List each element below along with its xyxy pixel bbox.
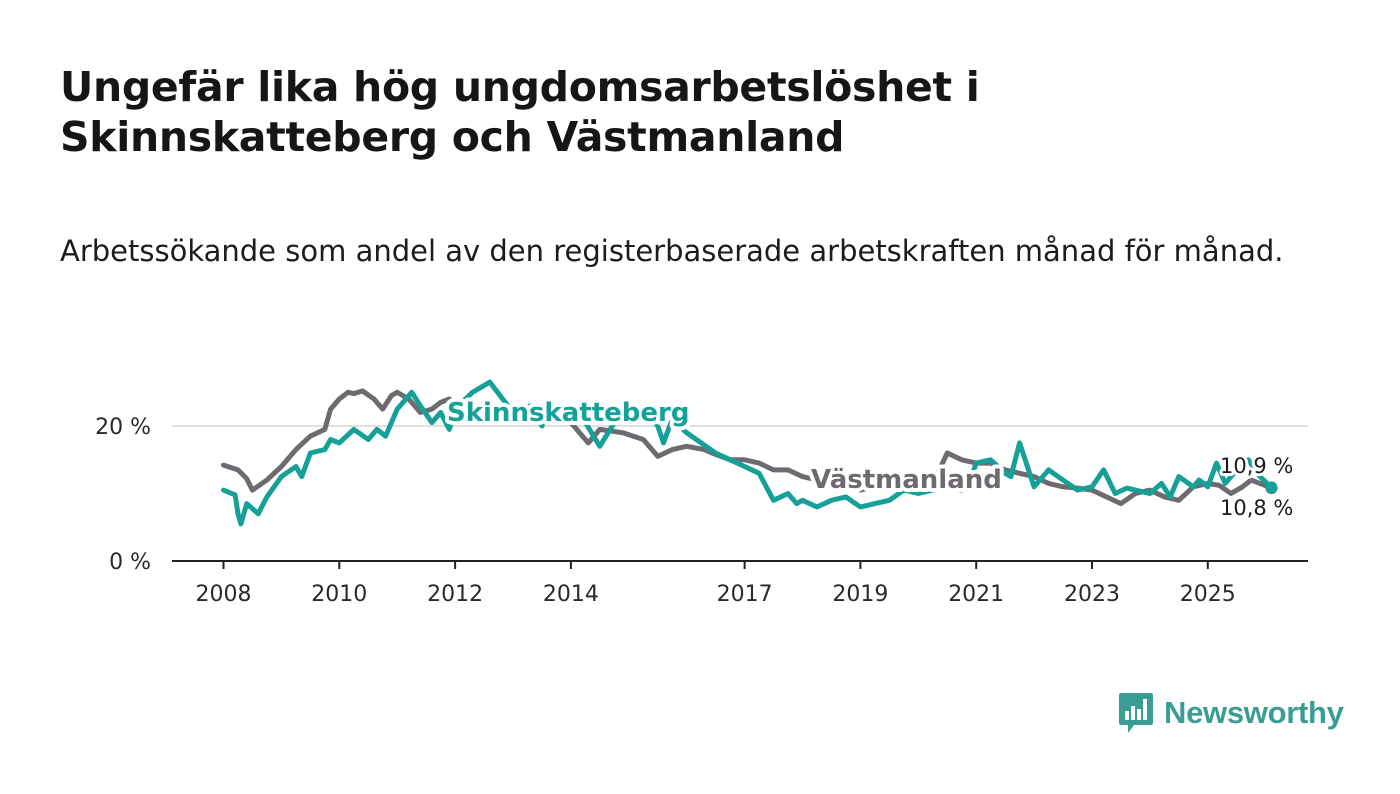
x-tick-label: 2008: [196, 582, 252, 607]
x-tick-label: 2025: [1180, 582, 1236, 607]
end-value-label-skinnskatteberg: 10,9 %: [1220, 454, 1293, 478]
series-label-västmanland: Västmanland: [811, 465, 1002, 495]
y-tick-label: 0 %: [109, 550, 151, 575]
newsworthy-logo-icon: [1119, 693, 1153, 733]
series-layer: [221, 379, 1278, 527]
x-tick-label: 2021: [948, 582, 1004, 607]
newsworthy-logo-text: Newsworthy: [1164, 695, 1344, 730]
series-label-halo: Västmanland: [811, 465, 1002, 495]
x-tick-label: 2014: [543, 582, 599, 607]
series-end-point-skinnskatteberg: [1265, 481, 1278, 494]
y-tick-label: 20 %: [95, 415, 151, 440]
chart-subtitle: Arbetssökande som andel av den registerb…: [60, 234, 1284, 268]
series-label-skinnskatteberg: Skinnskatteberg: [447, 398, 689, 428]
series-label-halo: Skinnskatteberg: [447, 398, 689, 428]
end-value-label-halo: 10,8 %: [1220, 496, 1293, 520]
x-tick-label: 2019: [832, 582, 888, 607]
chart-title: Ungefär lika hög ungdomsarbetslöshet i S…: [60, 63, 980, 161]
x-tick-label: 2023: [1064, 582, 1120, 607]
end-value-label-västmanland: 10,8 %: [1220, 496, 1293, 520]
x-tick-label: 2012: [427, 582, 483, 607]
series-line-skinnskatteberg: [221, 379, 1274, 527]
newsworthy-logo: Newsworthy: [1118, 690, 1344, 736]
series-line-västmanland: [221, 388, 1274, 507]
axis-layer: 0 % 20 % 2008 2010 2012 2014 2017 2019 2021 2023 2…: [95, 415, 1308, 607]
end-value-label-halo: 10,9 %: [1220, 454, 1293, 478]
x-tick-label: 2010: [311, 582, 367, 607]
x-tick-label: 2017: [717, 582, 773, 607]
